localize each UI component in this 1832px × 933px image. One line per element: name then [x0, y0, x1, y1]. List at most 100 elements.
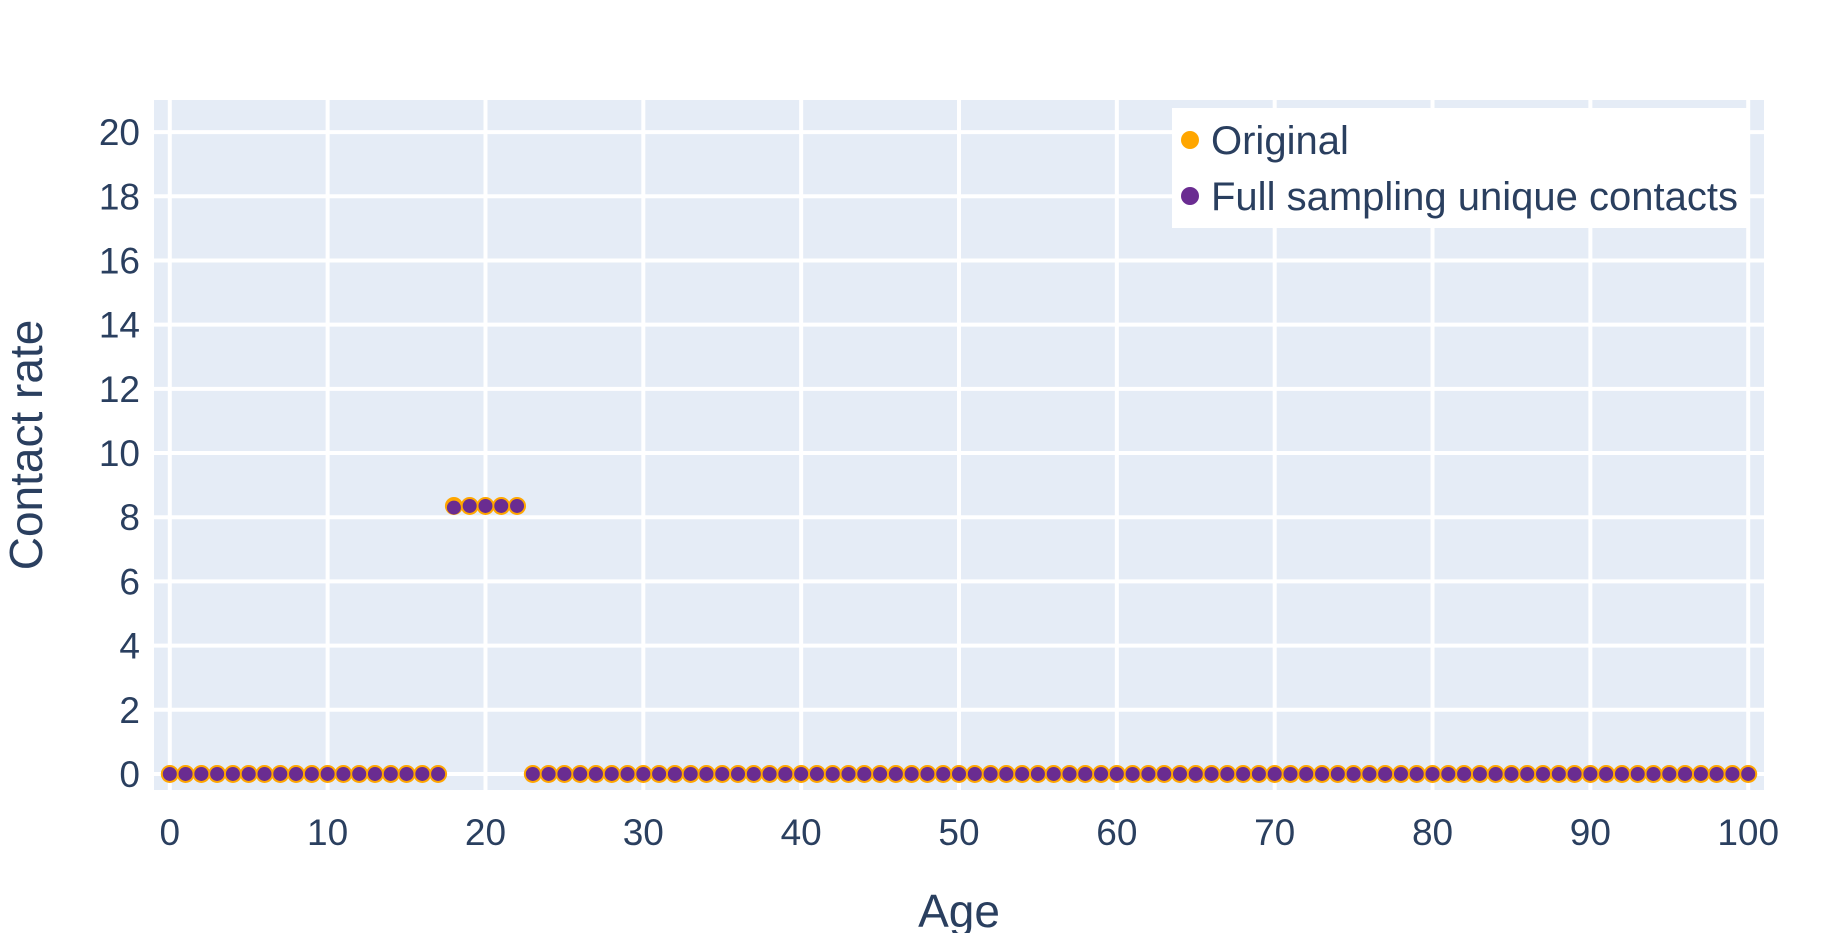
point-full-sampling [809, 766, 824, 781]
point-full-sampling [762, 766, 777, 781]
point-full-sampling [1472, 766, 1487, 781]
point-full-sampling [1646, 766, 1661, 781]
point-full-sampling [557, 766, 572, 781]
point-full-sampling [620, 766, 635, 781]
point-full-sampling [1078, 766, 1093, 781]
point-full-sampling [778, 766, 793, 781]
y-tick-label: 16 [99, 240, 140, 281]
x-tick-label: 70 [1254, 812, 1295, 853]
point-full-sampling [841, 766, 856, 781]
y-tick-label: 0 [119, 754, 140, 795]
point-full-sampling [1678, 766, 1693, 781]
point-full-sampling [273, 766, 288, 781]
point-full-sampling [1362, 766, 1377, 781]
point-full-sampling [1220, 766, 1235, 781]
point-full-sampling [715, 766, 730, 781]
point-full-sampling [967, 766, 982, 781]
point-full-sampling [573, 766, 588, 781]
point-full-sampling [1693, 766, 1708, 781]
point-full-sampling [652, 766, 667, 781]
point-full-sampling [1536, 766, 1551, 781]
point-full-sampling [1157, 766, 1172, 781]
point-full-sampling [415, 766, 430, 781]
point-full-sampling [1425, 766, 1440, 781]
point-full-sampling [1725, 766, 1740, 781]
point-full-sampling [478, 498, 493, 513]
point-full-sampling [588, 766, 603, 781]
point-full-sampling [1551, 766, 1566, 781]
point-full-sampling [289, 766, 304, 781]
point-full-sampling [241, 766, 256, 781]
y-tick-label: 6 [119, 561, 140, 602]
y-gridlines [154, 130, 1764, 776]
x-tick-label: 20 [465, 812, 506, 853]
x-tick-label: 80 [1412, 812, 1453, 853]
y-tick-label: 12 [99, 369, 140, 410]
point-full-sampling [952, 766, 966, 781]
point-full-sampling [431, 766, 446, 781]
y-tick-label: 8 [119, 497, 140, 538]
point-full-sampling [1125, 766, 1140, 781]
point-full-sampling [1520, 766, 1535, 781]
point-full-sampling [1283, 766, 1298, 781]
point-full-sampling [336, 766, 351, 781]
x-tick-label: 30 [623, 812, 664, 853]
y-tick-label: 4 [119, 626, 140, 667]
data-series [160, 496, 1758, 783]
point-full-sampling [1188, 766, 1203, 781]
point-full-sampling [1346, 766, 1361, 781]
point-full-sampling [873, 766, 888, 781]
series-full-sampling [162, 498, 1756, 781]
point-full-sampling [525, 766, 540, 781]
point-full-sampling [1299, 766, 1314, 781]
point-full-sampling [1062, 766, 1077, 781]
y-tick-label: 10 [99, 433, 140, 474]
legend[interactable]: Original Full sampling unique contacts [1172, 108, 1750, 228]
point-full-sampling [699, 766, 714, 781]
point-full-sampling [731, 766, 746, 781]
point-full-sampling [1393, 766, 1408, 781]
point-full-sampling [1709, 766, 1724, 781]
point-full-sampling [1567, 766, 1582, 781]
point-full-sampling [1583, 766, 1598, 781]
point-full-sampling [494, 498, 509, 513]
point-full-sampling [983, 766, 998, 781]
y-tick-label: 14 [99, 305, 140, 346]
point-full-sampling [825, 766, 840, 781]
point-full-sampling [210, 766, 225, 781]
y-tick-label: 18 [99, 176, 140, 217]
x-tick-label: 100 [1717, 812, 1779, 853]
point-full-sampling [1172, 766, 1187, 781]
point-full-sampling [857, 766, 872, 781]
x-tick-label: 90 [1570, 812, 1611, 853]
point-full-sampling [446, 500, 461, 515]
point-full-sampling [888, 766, 903, 781]
legend-label-full-sampling: Full sampling unique contacts [1211, 175, 1738, 219]
point-full-sampling [936, 766, 951, 781]
point-full-sampling [462, 498, 477, 513]
point-full-sampling [1109, 766, 1124, 781]
y-axis-title: Contact rate [0, 320, 52, 571]
y-tick-label: 20 [99, 112, 140, 153]
point-full-sampling [683, 766, 698, 781]
legend-marker-original [1181, 131, 1199, 149]
point-full-sampling [1236, 766, 1251, 781]
y-tick-label: 2 [119, 690, 140, 731]
point-full-sampling [1441, 766, 1456, 781]
point-full-sampling [1741, 766, 1756, 781]
point-full-sampling [667, 766, 682, 781]
x-tick-label: 60 [1096, 812, 1137, 853]
point-full-sampling [1409, 766, 1424, 781]
point-full-sampling [1599, 766, 1614, 781]
point-full-sampling [225, 766, 240, 781]
x-tick-label: 10 [307, 812, 348, 853]
x-tick-labels: 0 10 20 30 40 50 60 70 80 90 100 [159, 812, 1779, 853]
point-full-sampling [1046, 766, 1061, 781]
point-full-sampling [1330, 766, 1345, 781]
point-full-sampling [794, 766, 809, 781]
point-full-sampling [1488, 766, 1503, 781]
point-full-sampling [1030, 766, 1045, 781]
point-full-sampling [1662, 766, 1677, 781]
point-full-sampling [367, 766, 382, 781]
point-full-sampling [352, 766, 367, 781]
